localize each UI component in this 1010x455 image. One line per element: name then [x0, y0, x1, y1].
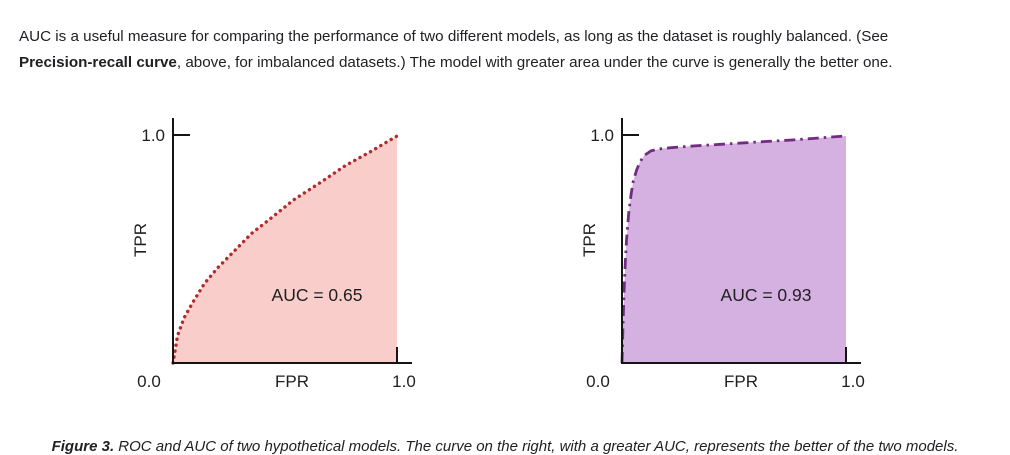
y-axis-label: TPR [131, 223, 150, 257]
intro-line2: , above, for imbalanced datasets.) The m… [176, 54, 893, 72]
intro-paragraph: AUC is a useful measure for comparing th… [19, 24, 1004, 76]
intro-line1: AUC is a useful measure for comparing th… [19, 28, 889, 46]
auc-annotation: AUC = 0.93 [721, 285, 812, 305]
x-tick-label-right: 1.0 [841, 372, 865, 391]
figure-caption-label: Figure 3. [51, 438, 115, 455]
roc-curve [620, 134, 847, 364]
y-tick-label-top: 1.0 [141, 126, 165, 145]
auc-annotation: AUC = 0.65 [272, 285, 363, 305]
roc-chart-left: 1.0 0.0 FPR 1.0 TPR AUC = 0.65 [131, 118, 416, 391]
x-tick-label-right: 1.0 [392, 372, 416, 391]
roc-curve [171, 134, 399, 365]
x-axis-label: FPR [724, 372, 758, 391]
x-axis-label: FPR [275, 372, 309, 391]
origin-tick-label: 0.0 [137, 372, 161, 391]
figure-caption: Figure 3. ROC and AUC of two hypothetica… [0, 435, 1010, 455]
y-tick-label-top: 1.0 [590, 126, 614, 145]
origin-tick-label: 0.0 [586, 372, 610, 391]
precision-recall-term: Precision-recall curve [19, 54, 177, 72]
roc-chart-right: 1.0 0.0 FPR 1.0 TPR AUC = 0.93 [580, 118, 865, 391]
auc-fill [173, 136, 397, 363]
auc-fill [622, 136, 846, 363]
figure-caption-text: ROC and AUC of two hypothetical models. … [114, 438, 959, 455]
y-axis-label: TPR [580, 223, 599, 257]
